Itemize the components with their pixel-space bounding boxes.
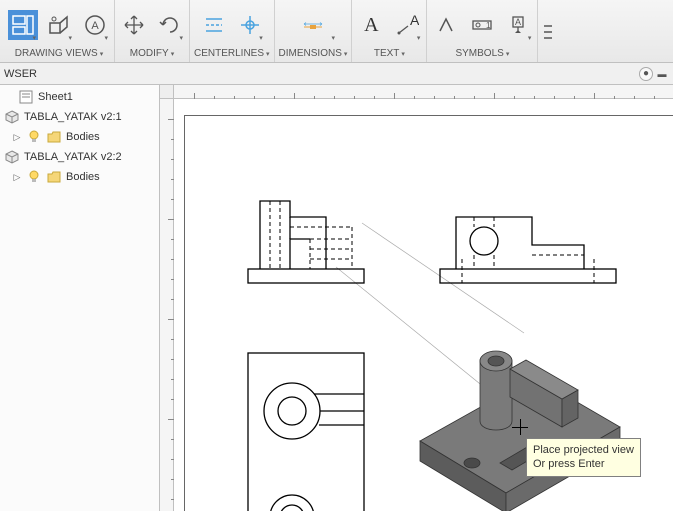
surface-texture-button[interactable] — [431, 10, 461, 40]
svg-text:A: A — [91, 20, 99, 32]
svg-text:A: A — [515, 17, 521, 27]
tree-label: Bodies — [66, 131, 155, 143]
dimension-button[interactable]: ▾ — [289, 10, 337, 40]
ribbon-label-modify[interactable]: MODIFY▾ — [130, 48, 174, 62]
leader-text-button[interactable]: A ▾ — [392, 10, 422, 40]
ribbon-group-dimensions: ▾ DIMENSIONS▾ — [275, 0, 353, 62]
ribbon-label-dimensions[interactable]: DIMENSIONS▾ — [279, 48, 348, 62]
browser-panel: Sheet1 TABLA_YATAK v2:1 ▷ Bodies TABLA_Y… — [0, 85, 160, 511]
centerline-button[interactable] — [199, 10, 229, 40]
feature-control-button[interactable]: 1 — [467, 10, 497, 40]
component-icon — [4, 150, 20, 164]
tree-label: Sheet1 — [38, 91, 155, 103]
tooltip: Place projected view Or press Enter — [526, 438, 641, 477]
top-view — [248, 353, 364, 511]
bulb-icon[interactable] — [26, 170, 42, 184]
cursor-icon — [512, 419, 528, 435]
more-icon[interactable] — [542, 17, 554, 47]
ribbon-group-text: A A ▾ TEXT▾ — [352, 0, 427, 62]
center-mark-button[interactable]: ▾ — [235, 10, 265, 40]
tree-label: TABLA_YATAK v2:1 — [24, 111, 155, 123]
base-view-button[interactable]: ▾ — [8, 10, 38, 40]
ribbon-label-text[interactable]: TEXT▾ — [374, 48, 405, 62]
expand-icon[interactable]: ▷ — [12, 172, 22, 183]
ribbon-group-drawing-views: ▾ ▾ A ▾ DRAWING VIEWS▾ — [4, 0, 115, 62]
browser-close-button[interactable]: ▬ — [655, 67, 669, 81]
expand-icon[interactable]: ▷ — [12, 132, 22, 143]
svg-text:A: A — [410, 13, 419, 28]
move-button[interactable] — [119, 10, 149, 40]
tree-label: Bodies — [66, 171, 155, 183]
tooltip-line2: Or press Enter — [533, 457, 634, 471]
component-icon — [4, 110, 20, 124]
ribbon-group-more — [538, 0, 554, 62]
ribbon-label-centerlines[interactable]: CENTERLINES▾ — [194, 48, 270, 62]
rotate-button[interactable]: ▾ — [155, 10, 185, 40]
section-view-button[interactable]: A ▾ — [80, 10, 110, 40]
tree-item-component[interactable]: TABLA_YATAK v2:2 — [0, 147, 159, 167]
projected-view-button[interactable]: ▾ — [44, 10, 74, 40]
sheet-icon — [18, 90, 34, 104]
ribbon-toolbar: ▾ ▾ A ▾ DRAWING VIEWS▾ ▾ MODIFY▾ — [0, 0, 673, 63]
browser-minimize-button[interactable]: ● — [639, 67, 653, 81]
ruler-vertical — [160, 99, 174, 511]
ribbon-label-drawing-views[interactable]: DRAWING VIEWS▾ — [15, 48, 103, 62]
ruler-corner — [160, 85, 174, 99]
tree-label: TABLA_YATAK v2:2 — [24, 151, 155, 163]
datum-button[interactable]: A▾ — [503, 10, 533, 40]
tree-item-component[interactable]: TABLA_YATAK v2:1 — [0, 107, 159, 127]
ribbon-label-symbols[interactable]: SYMBOLS▾ — [455, 48, 509, 62]
ruler-horizontal — [174, 85, 673, 99]
browser-title: WSER — [4, 68, 37, 80]
ribbon-group-symbols: 1 A▾ SYMBOLS▾ — [427, 0, 538, 62]
ribbon-group-modify: ▾ MODIFY▾ — [115, 0, 190, 62]
text-button[interactable]: A — [356, 10, 386, 40]
bulb-icon[interactable] — [26, 130, 42, 144]
side-view — [440, 217, 616, 283]
folder-icon — [46, 170, 62, 184]
tooltip-line1: Place projected view — [533, 443, 634, 457]
ribbon-group-centerlines: ▾ CENTERLINES▾ — [190, 0, 275, 62]
folder-icon — [46, 130, 62, 144]
front-view — [248, 201, 364, 283]
canvas-area[interactable]: Place projected view Or press Enter — [160, 85, 673, 511]
tree-item-bodies[interactable]: ▷ Bodies — [0, 127, 159, 147]
svg-text:1: 1 — [486, 21, 491, 30]
tree-item-bodies[interactable]: ▷ Bodies — [0, 167, 159, 187]
browser-header: WSER ● ▬ — [0, 63, 673, 85]
tree-item-sheet[interactable]: Sheet1 — [0, 87, 159, 107]
